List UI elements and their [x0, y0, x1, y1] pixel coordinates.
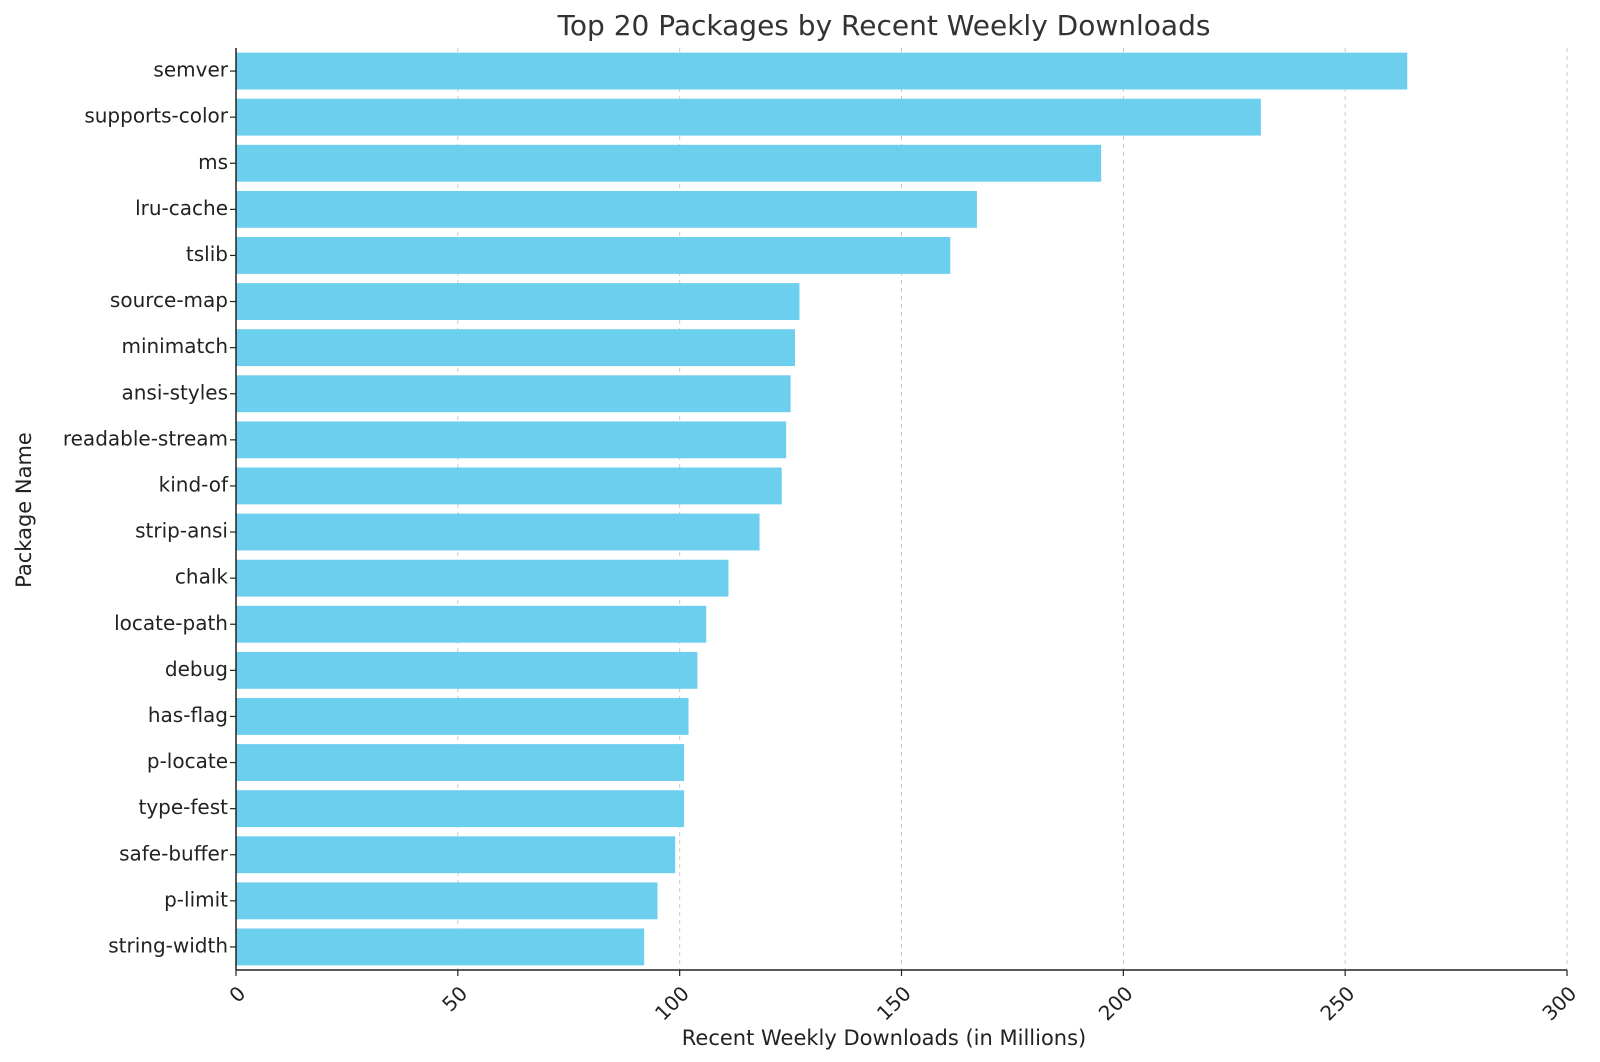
bar: [236, 698, 689, 735]
y-tick-label: locate-path: [114, 611, 228, 635]
bar: [236, 237, 951, 274]
y-tick-label: strip-ansi: [135, 519, 228, 543]
bar: [236, 283, 800, 320]
y-tick-label: minimatch: [121, 334, 228, 358]
x-tick-label: 250: [1315, 981, 1359, 1025]
bar: [236, 882, 658, 920]
y-tick-label: safe-buffer: [119, 841, 229, 865]
x-tick-label: 200: [1094, 981, 1138, 1025]
grid-lines: [457, 48, 1568, 970]
bar: [236, 836, 676, 874]
bars: [236, 52, 1408, 966]
y-tick-label: readable-stream: [63, 426, 228, 450]
y-axis-label: Package Name: [12, 432, 36, 588]
y-tick-label: p-locate: [147, 749, 228, 773]
x-tick-label: 0: [224, 981, 250, 1007]
x-tick-label: 50: [437, 981, 472, 1016]
y-tick-label: ansi-styles: [121, 380, 228, 404]
y-tick-label: kind-of: [159, 472, 229, 496]
y-tick-label: ms: [198, 150, 228, 174]
bar: [236, 144, 1102, 182]
x-axis-label: Recent Weekly Downloads (in Millions): [682, 1026, 1087, 1050]
bar: [236, 744, 685, 781]
chart-title: Top 20 Packages by Recent Weekly Downloa…: [557, 9, 1211, 42]
bar: [236, 375, 791, 413]
y-tick-label: tslib: [186, 242, 228, 266]
y-tick-label: source-map: [110, 288, 228, 312]
x-tick-labels: 0 50 100 150 200 250 300: [224, 970, 1581, 1025]
bar: [236, 513, 760, 551]
x-tick-label: 150: [872, 981, 916, 1025]
y-tick-label: semver: [153, 58, 228, 82]
y-tick-label: debug: [165, 657, 228, 681]
y-tick-label: supports-color: [84, 104, 228, 128]
y-tick-label: lru-cache: [135, 196, 228, 220]
y-tick-label: chalk: [175, 565, 228, 589]
x-tick-label: 300: [1537, 981, 1581, 1025]
bar: [236, 467, 782, 505]
y-tick-labels: semver supports-color ms lru-cache tslib sour…: [63, 58, 236, 957]
bar: [236, 98, 1261, 136]
bar: [236, 329, 796, 367]
bar: [236, 928, 645, 966]
y-tick-label: p-limit: [164, 887, 228, 911]
bar: [236, 559, 729, 597]
bar: [236, 52, 1408, 90]
y-tick-label: string-width: [108, 933, 228, 957]
bar: [236, 790, 685, 828]
x-tick-label: 100: [650, 981, 694, 1025]
y-tick-label: has-flag: [148, 703, 228, 727]
bar: [236, 190, 977, 228]
bar: [236, 651, 698, 689]
bar: [236, 605, 707, 643]
y-tick-label: type-fest: [138, 795, 228, 819]
bar: [236, 421, 787, 459]
